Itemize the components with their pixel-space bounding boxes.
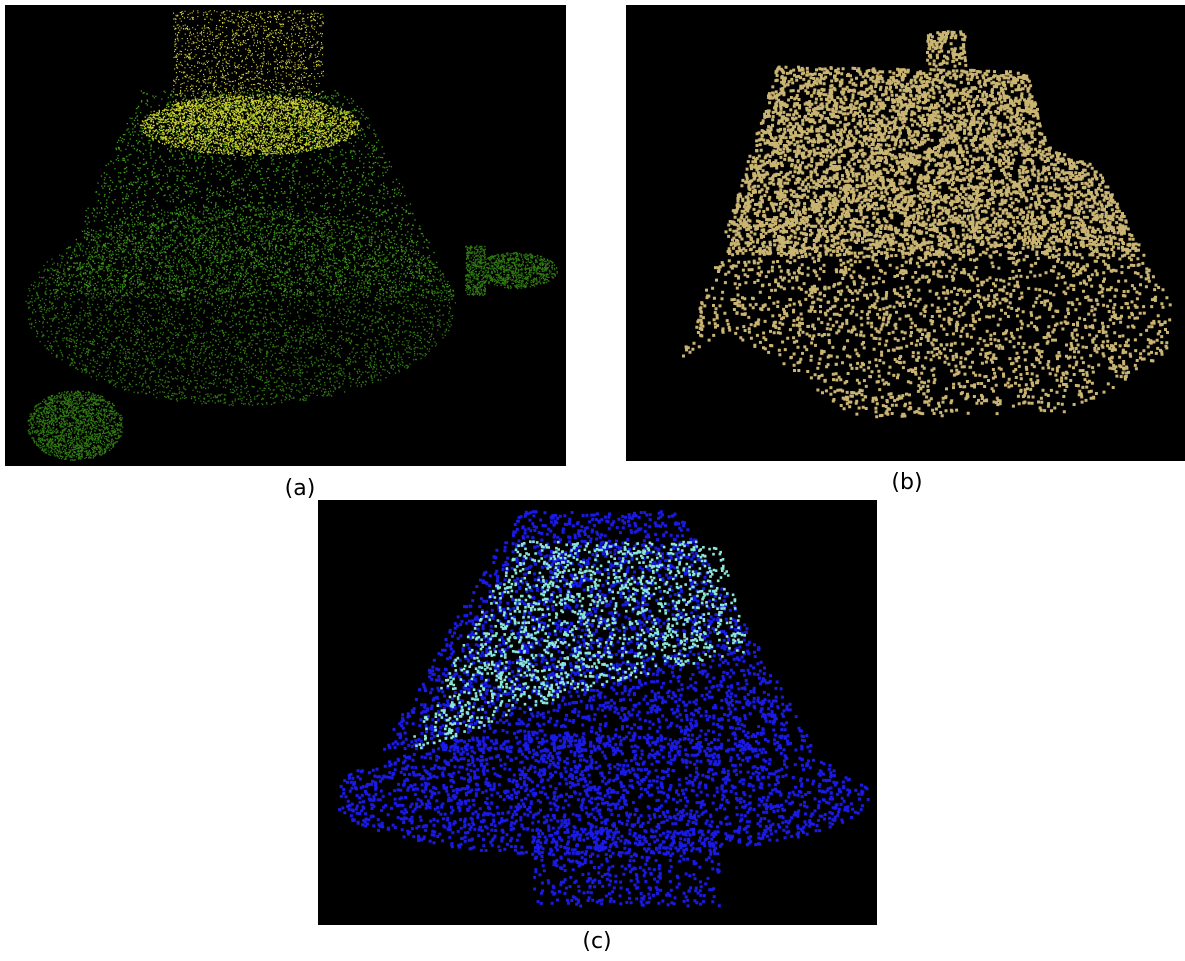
caption: (b) — [891, 470, 922, 495]
points — [465, 245, 558, 296]
points — [26, 206, 457, 406]
points — [338, 735, 870, 858]
point-cloud-c — [318, 500, 877, 925]
point-cloud-b — [626, 5, 1185, 461]
points — [926, 30, 967, 67]
caption: (c) — [582, 929, 611, 954]
points — [28, 390, 124, 461]
point-cloud-a — [5, 5, 566, 466]
caption: (a) — [285, 476, 316, 501]
figure: (a) (b) (c) (() => { const data = JSON.p… — [0, 0, 1185, 961]
points — [140, 96, 359, 157]
